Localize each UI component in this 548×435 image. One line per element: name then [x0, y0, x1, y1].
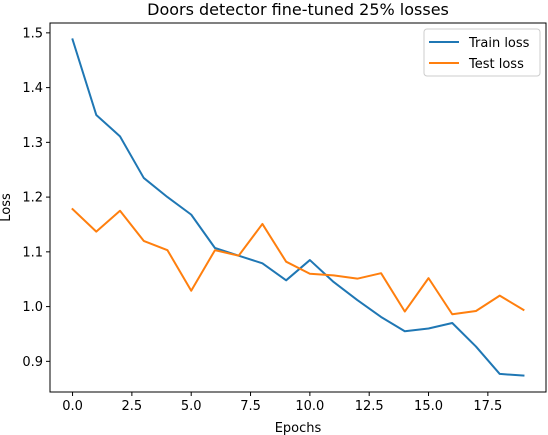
series-line-test-loss	[71, 207, 525, 316]
y-axis-label: Loss	[0, 193, 14, 222]
x-axis-label: Epochs	[275, 421, 322, 435]
legend-box	[423, 28, 541, 77]
x-tick-label: 17.5	[473, 399, 502, 414]
x-tick-label: 0.0	[62, 399, 83, 414]
y-tick-label: 1.4	[22, 81, 43, 96]
x-tick-label: 10.0	[295, 399, 324, 414]
x-axis-ticks: 0.0 2.5 5.0 7.5 10.0 12.5 15.0 17.5	[62, 392, 502, 414]
chart-title: Doors detector fine-tuned 25% losses	[147, 0, 449, 19]
x-tick-label: 2.5	[122, 399, 143, 414]
legend-entry-label: Test loss	[468, 57, 524, 72]
legend: Train loss Test loss	[423, 28, 541, 77]
y-tick-label: 1.5	[22, 26, 43, 41]
x-tick-label: 5.0	[181, 399, 202, 414]
y-tick-label: 0.9	[22, 355, 43, 370]
y-tick-label: 1.0	[22, 300, 43, 315]
x-tick-label: 15.0	[414, 399, 443, 414]
y-tick-label: 1.3	[22, 136, 43, 151]
series-lines	[71, 38, 525, 377]
x-tick-label: 7.5	[240, 399, 261, 414]
plot-frame	[49, 22, 547, 393]
y-tick-label: 1.2	[22, 191, 43, 206]
y-axis-ticks: 0.9 1.0 1.1 1.2 1.3 1.4 1.5	[22, 26, 50, 370]
series-line-train-loss	[71, 38, 525, 377]
x-tick-label: 12.5	[355, 399, 384, 414]
y-tick-label: 1.1	[22, 245, 43, 260]
legend-entry-label: Train loss	[468, 36, 530, 51]
